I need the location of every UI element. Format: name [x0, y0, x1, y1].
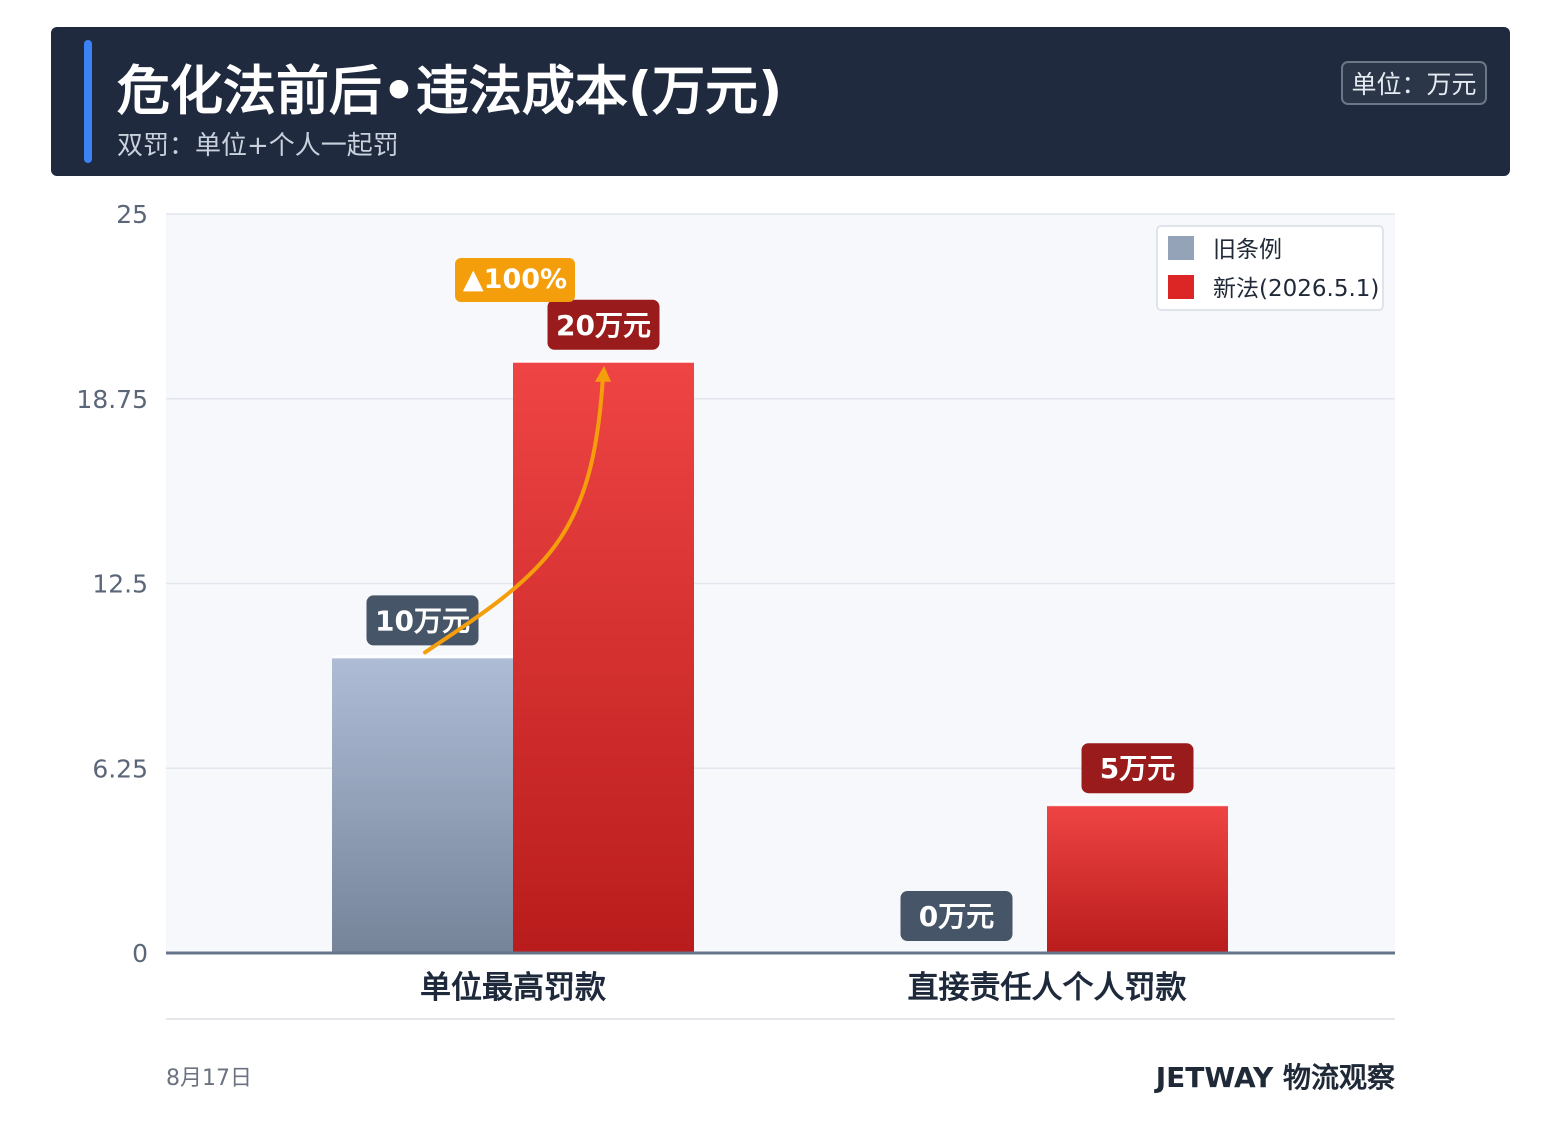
- bar-old: [332, 657, 513, 953]
- y-tick-label: 12.5: [92, 570, 148, 599]
- growth-badge-label: ▲100%: [463, 264, 567, 295]
- legend-swatch: [1168, 275, 1194, 299]
- growth-badge: [455, 258, 575, 302]
- value-label-badge: [1081, 743, 1194, 794]
- bar-highlight: [1047, 803, 1228, 807]
- x-category-label: 单位最高罚款: [420, 970, 607, 1006]
- y-tick-label: 0: [132, 939, 148, 968]
- chart-title: 危化法前后•违法成本(万元): [117, 61, 783, 122]
- y-tick-label: 6.25: [92, 754, 148, 783]
- bar-highlight: [332, 655, 513, 659]
- bar-highlight: [513, 359, 694, 363]
- bar-new: [513, 361, 694, 953]
- y-tick-label: 25: [116, 200, 148, 229]
- value-label: 5万元: [1100, 752, 1175, 785]
- y-tick-label: 18.75: [76, 385, 148, 414]
- growth-arrow-curve: [423, 373, 605, 655]
- value-label: 20万元: [556, 309, 651, 342]
- growth-arrow-head: [595, 365, 611, 382]
- x-category-label: 直接责任人个人罚款: [908, 970, 1188, 1006]
- legend-label: 新法(2026.5.1): [1213, 276, 1379, 302]
- header-bar: 危化法前后•违法成本(万元) 双罚：单位+个人一起罚 单位：万元: [51, 27, 1510, 176]
- value-label: 0万元: [919, 900, 994, 933]
- footer-date: 8月17日: [166, 1066, 252, 1091]
- bar-new: [1047, 805, 1228, 953]
- chart-subtitle: 双罚：单位+个人一起罚: [117, 131, 399, 161]
- value-label-badge: [547, 299, 660, 350]
- value-label-badge: [900, 891, 1013, 941]
- legend-swatch: [1168, 236, 1194, 260]
- legend-box: [1156, 225, 1384, 311]
- legend-label: 旧条例: [1213, 237, 1282, 263]
- header-accent-bar: [84, 40, 92, 163]
- unit-badge: 单位：万元: [1341, 61, 1487, 105]
- footer-brand: JETWAY 物流观察: [1155, 1061, 1395, 1094]
